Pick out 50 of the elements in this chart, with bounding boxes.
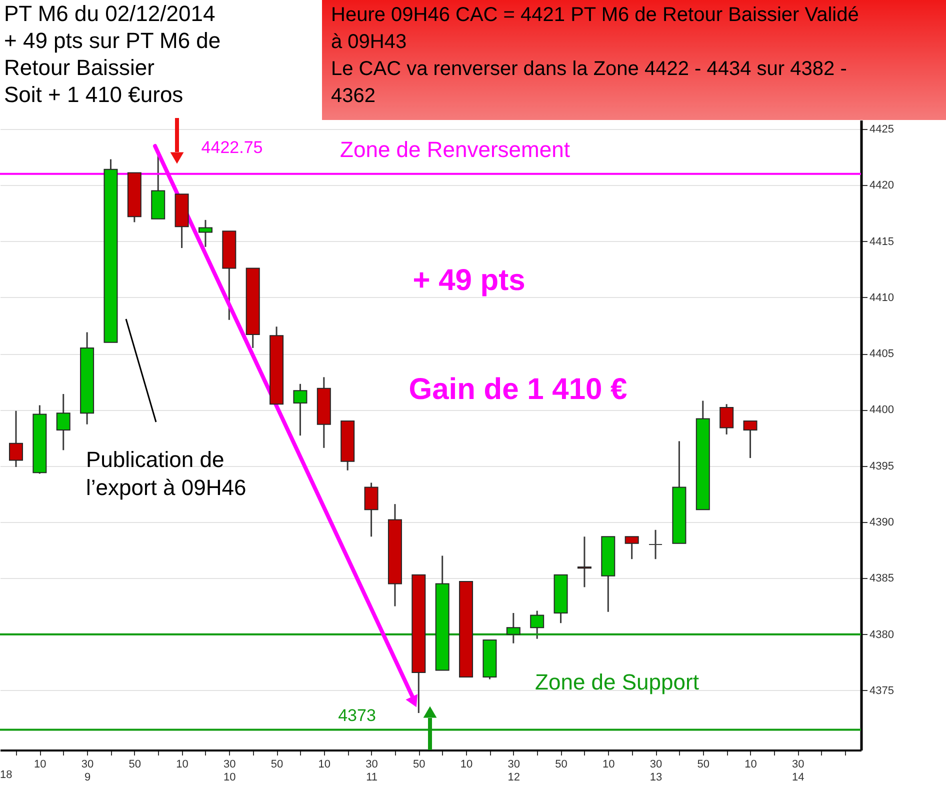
candlestick <box>56 393 70 451</box>
y-tick-label: 4400 <box>870 404 894 416</box>
annotation: 4373 <box>338 706 376 725</box>
y-tick-label: 4380 <box>870 628 894 641</box>
x-tick-label: 30 9 <box>81 758 94 784</box>
candlestick <box>506 612 520 644</box>
candlestick <box>8 410 23 468</box>
candlestick <box>364 482 378 538</box>
candlestick <box>648 529 663 560</box>
y-tick-label: 4385 <box>870 572 894 585</box>
x-tick-label: 50 <box>697 758 710 770</box>
candlestick <box>720 403 734 436</box>
x-tick-label: 30 14 <box>792 758 804 784</box>
ref-line-label: Zone de Support <box>535 669 699 694</box>
y-tick-label: 4390 <box>870 516 894 529</box>
candlestick <box>530 610 544 640</box>
annotation: + 49 pts <box>412 264 526 297</box>
candlestick <box>198 219 212 248</box>
candlestick <box>293 383 308 436</box>
annotation: Gain de 1 410 € <box>408 373 628 406</box>
y-tick-label: 4410 <box>870 292 894 304</box>
x-tick-label: 10 <box>318 758 331 770</box>
candlestick <box>577 536 592 588</box>
text: 18 <box>0 769 12 781</box>
x-tick-label: 30 11 <box>366 758 378 784</box>
y-tick-label: 4375 <box>870 684 894 697</box>
candlestick <box>743 420 758 459</box>
x-tick-label: 50 <box>128 758 142 770</box>
y-tick-label: 4395 <box>870 460 894 472</box>
annotation: Publication de l’export à 09H46 <box>86 447 246 500</box>
x-tick-label: 10 <box>460 758 473 770</box>
y-tick-label: 4415 <box>870 236 894 248</box>
chart-subtitle: Heure 09H46 CAC = 4421 PT M6 de Retour Baissier Validé à 09H43 Le CAC va renverser dans la Zone 4422 - 4434 sur 4382 - 4362 <box>331 4 859 107</box>
annotation: 4422.75 <box>201 138 263 157</box>
y-tick-label: 4420 <box>870 180 894 192</box>
x-tick-label: 10 <box>744 758 757 770</box>
x-tick-label: 50 <box>270 758 284 770</box>
x-tick-label: 10 <box>176 758 188 770</box>
x-tick-label: 30 10 <box>224 758 236 784</box>
x-tick-label: 50 <box>413 758 426 770</box>
x-tick-label: 50 <box>555 758 568 770</box>
chart-title: PT M6 du 02/12/2014 + 49 pts sur PT M6 de Retour Baissier Soit + 1 410 €uros <box>4 1 221 107</box>
x-tick-label: 30 13 <box>650 758 662 784</box>
y-tick-label: 4425 <box>870 123 894 136</box>
ref-line-label: Zone de Renversement <box>340 136 570 162</box>
x-tick-label: 30 12 <box>508 758 520 784</box>
x-tick-label: 10 <box>34 758 46 770</box>
x-tick-label: 10 <box>602 758 615 770</box>
candlestick <box>624 536 639 560</box>
y-tick-label: 4405 <box>870 348 894 360</box>
